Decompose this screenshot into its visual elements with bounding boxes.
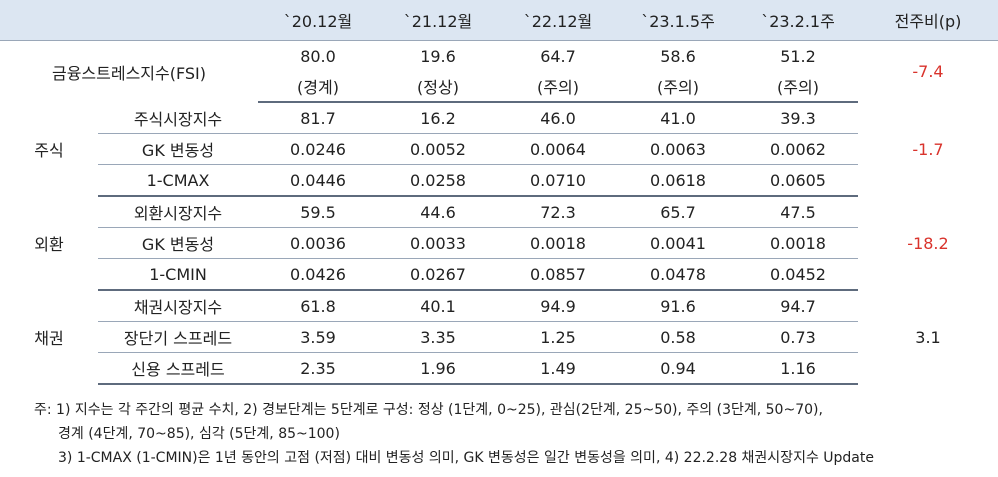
- cell: 0.0426: [258, 258, 378, 291]
- footnotes: 주: 1) 지수는 각 주간의 평균 수치, 2) 경보단계는 5단계로 구성:…: [34, 398, 984, 470]
- cell: 72.3: [540, 202, 576, 222]
- cell: 1.49: [498, 352, 618, 385]
- header-col: 전주비(p): [858, 0, 998, 41]
- row-label: 외환시장지수: [133, 204, 223, 223]
- cell: 0.0267: [378, 258, 498, 291]
- cell: 59.5: [300, 202, 336, 222]
- header-corner: [0, 0, 258, 41]
- fsi-stage: (정상): [378, 71, 498, 103]
- group-change-fx: -18.2: [907, 233, 949, 253]
- cell: 61.8: [300, 296, 336, 316]
- row-label: GK 변동성: [98, 133, 258, 165]
- cell: 0.0063: [618, 133, 738, 165]
- fsi-stage: (주의): [498, 71, 618, 103]
- header-col: `23.2.1주: [738, 0, 858, 41]
- fsi-value: 51.2: [780, 46, 816, 66]
- cell: 81.7: [300, 108, 336, 128]
- group-label-bond: 채권: [34, 329, 64, 348]
- row-label: 주식시장지수: [133, 109, 223, 129]
- footnote-line: 경계 (4단계, 70~85), 심각 (5단계, 85~100): [58, 426, 340, 442]
- cell: 2.35: [258, 352, 378, 385]
- cell: 0.0452: [738, 258, 858, 291]
- cell: 39.3: [780, 108, 816, 128]
- cell: 41.0: [660, 108, 696, 128]
- cell: 0.0018: [498, 227, 618, 259]
- cell: 94.7: [780, 296, 816, 316]
- row-label: 신용 스프레드: [98, 352, 258, 385]
- table-row: 신용 스프레드 2.35 1.96 1.49 0.94 1.16: [0, 352, 998, 385]
- cell: 1.16: [738, 352, 858, 385]
- table-row: 채권 채권시장지수 61.8 40.1 94.9 91.6 94.7 3.1: [0, 290, 998, 349]
- fsi-value: 19.6: [420, 46, 456, 66]
- cell: 0.0446: [258, 164, 378, 197]
- header-col: `23.1.5주: [618, 0, 738, 41]
- cell: 0.58: [618, 321, 738, 353]
- fsi-stage: (주의): [618, 71, 738, 103]
- fsi-stage: (주의): [738, 71, 858, 103]
- cell: 0.0052: [378, 133, 498, 165]
- table-row: GK 변동성 0.0246 0.0052 0.0064 0.0063 0.006…: [0, 133, 998, 165]
- cell: 0.0018: [738, 227, 858, 259]
- cell: 1.25: [498, 321, 618, 353]
- header-col: `20.12월: [258, 0, 378, 41]
- cell: 0.0710: [498, 164, 618, 197]
- cell: 0.0857: [498, 258, 618, 291]
- cell: 0.0258: [378, 164, 498, 197]
- table-row: 외환 외환시장지수 59.5 44.6 72.3 65.7 47.5 -18.2: [0, 196, 998, 255]
- cell: 0.0246: [258, 133, 378, 165]
- cell: 0.0033: [378, 227, 498, 259]
- cell: 46.0: [540, 108, 576, 128]
- header-col: `21.12월: [378, 0, 498, 41]
- group-label-fx: 외환: [34, 235, 64, 254]
- fsi-stage-row: (경계) (정상) (주의) (주의) (주의): [0, 71, 998, 103]
- row-label: 1-CMAX: [98, 164, 258, 197]
- fsi-change: -7.4: [912, 62, 944, 81]
- cell: 0.73: [738, 321, 858, 353]
- fsi-table: `20.12월 `21.12월 `22.12월 `23.1.5주 `23.2.1…: [0, 0, 998, 385]
- fsi-value: 58.6: [660, 46, 696, 66]
- table-row: GK 변동성 0.0036 0.0033 0.0018 0.0041 0.001…: [0, 227, 998, 259]
- cell: 40.1: [420, 296, 456, 316]
- group-label-stock: 주식: [34, 141, 64, 160]
- row-label: 장단기 스프레드: [98, 321, 258, 353]
- cell: 0.0478: [618, 258, 738, 291]
- cell: 0.0036: [258, 227, 378, 259]
- cell: 16.2: [420, 108, 456, 128]
- group-change-stock: -1.7: [912, 139, 944, 159]
- cell: 3.35: [378, 321, 498, 353]
- footnote-line: 3) 1-CMAX (1-CMIN)은 1년 동안의 고점 (저점) 대비 변동…: [58, 450, 874, 466]
- cell: 0.0062: [738, 133, 858, 165]
- cell: 91.6: [660, 296, 696, 316]
- row-label: 채권시장지수: [133, 298, 223, 317]
- table-row: 1-CMAX 0.0446 0.0258 0.0710 0.0618 0.060…: [0, 164, 998, 197]
- group-change-bond: 3.1: [915, 327, 941, 347]
- header-col: `22.12월: [498, 0, 618, 41]
- cell: 94.9: [540, 296, 576, 316]
- cell: 47.5: [780, 202, 816, 222]
- fsi-value: 80.0: [300, 46, 336, 66]
- cell: 3.59: [258, 321, 378, 353]
- cell: 0.0041: [618, 227, 738, 259]
- footnote-line: 주: 1) 지수는 각 주간의 평균 수치, 2) 경보단계는 5단계로 구성:…: [34, 402, 823, 418]
- cell: 1.96: [378, 352, 498, 385]
- fsi-value: 64.7: [540, 46, 576, 66]
- table-row: 1-CMIN 0.0426 0.0267 0.0857 0.0478 0.045…: [0, 258, 998, 291]
- row-label: 1-CMIN: [98, 258, 258, 291]
- cell: 44.6: [420, 202, 456, 222]
- cell: 0.0618: [618, 164, 738, 197]
- cell: 65.7: [660, 202, 696, 222]
- cell: 0.0605: [738, 164, 858, 197]
- table-row: 장단기 스프레드 3.59 3.35 1.25 0.58 0.73: [0, 321, 998, 353]
- table-row: 주식 주식시장지수 81.7 16.2 46.0 41.0 39.3 -1.7: [0, 102, 998, 161]
- cell: 0.0064: [498, 133, 618, 165]
- fsi-label: 금융스트레스지수(FSI): [51, 63, 207, 83]
- row-label: GK 변동성: [98, 227, 258, 259]
- cell: 0.94: [618, 352, 738, 385]
- header-row: `20.12월 `21.12월 `22.12월 `23.1.5주 `23.2.1…: [0, 0, 998, 41]
- fsi-stage: (경계): [258, 71, 378, 103]
- fsi-value-row: 금융스트레스지수(FSI) 80.0 19.6 64.7 58.6 51.2 -…: [0, 41, 998, 83]
